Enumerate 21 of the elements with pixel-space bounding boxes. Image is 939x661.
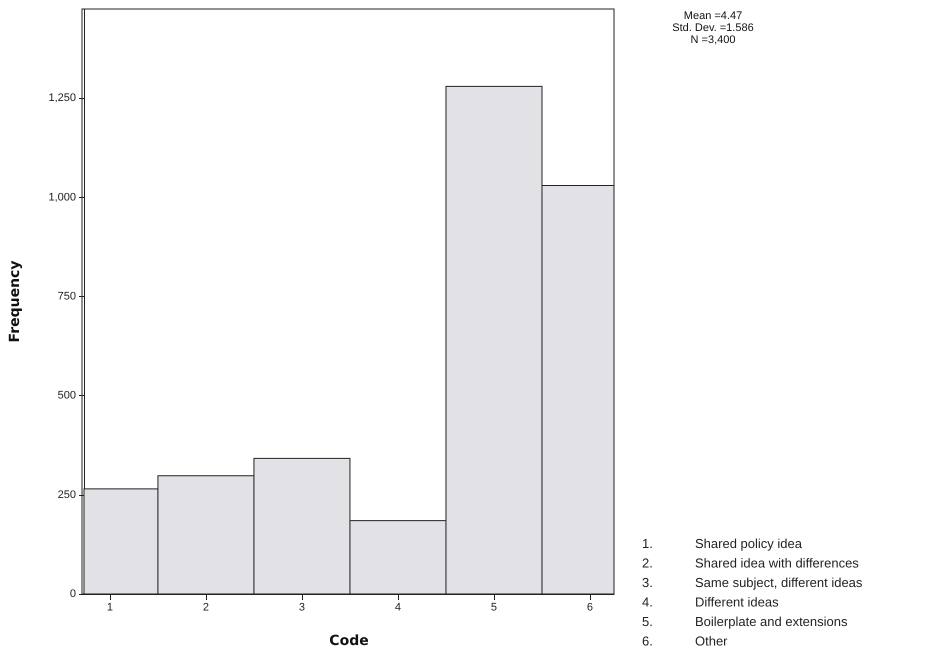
x-tick-label: 4 bbox=[394, 602, 402, 614]
x-axis-title: Code bbox=[329, 633, 369, 649]
y-tick-label: 250 bbox=[58, 488, 76, 501]
y-tick-label: 0 bbox=[70, 588, 76, 600]
y-tick-label: 1,000 bbox=[48, 191, 76, 204]
x-tick-label: 6 bbox=[586, 602, 594, 614]
y-tick-label: 500 bbox=[58, 390, 76, 402]
text: 2. Shared idea with differences bbox=[642, 556, 859, 570]
x-tick-label: 2 bbox=[202, 602, 209, 614]
text: 4. Different ideas bbox=[642, 594, 779, 610]
x-tick-label: 5 bbox=[490, 602, 498, 614]
text: 6. Other bbox=[642, 634, 728, 648]
x-tick-label: 1 bbox=[106, 602, 113, 614]
y-axis-title: Frequency bbox=[7, 260, 23, 342]
text: 1. Shared policy idea bbox=[642, 536, 802, 551]
x-tick-label: 3 bbox=[298, 602, 306, 614]
text: Mean =4.47 Std. Dev. =1.586 N =3,400 bbox=[672, 10, 754, 46]
text: 3. Same subject, different ideas bbox=[642, 575, 862, 590]
y-tick-label: 1,250 bbox=[48, 92, 76, 104]
text: 5. Boilerplate and extensions bbox=[642, 614, 848, 629]
y-tick-label: 750 bbox=[58, 290, 76, 303]
